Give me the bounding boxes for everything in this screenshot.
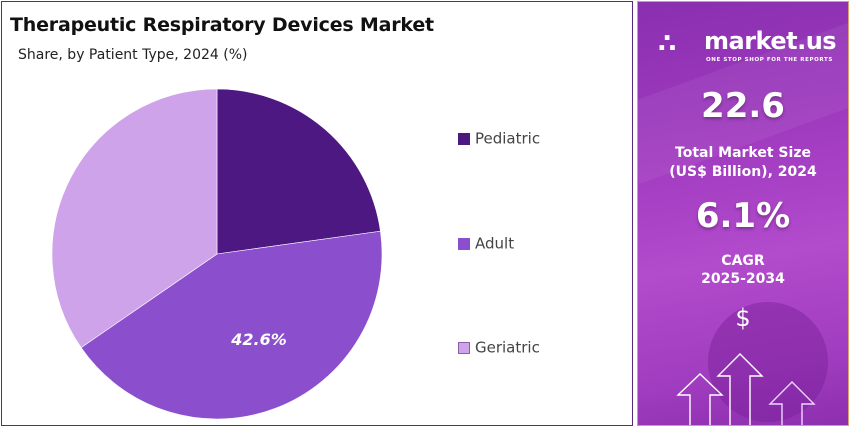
dollar-icon: $ <box>735 304 751 332</box>
cagr-label-line2: 2025-2034 <box>701 271 785 287</box>
pie-slice-pediatric <box>216 88 381 255</box>
legend-item-pediatric: Pediatric <box>458 128 540 148</box>
cagr-value: 6.1% <box>695 196 791 236</box>
legend-swatch-geriatric <box>458 341 470 354</box>
market-size-value: 22.6 <box>701 86 785 126</box>
legend-item-geriatric: Geriatric <box>458 337 540 357</box>
brand-tagline: ONE STOP SHOP FOR THE REPORTS <box>706 57 833 63</box>
legend-swatch-pediatric <box>458 132 470 145</box>
adult-slice-label: 42.6% <box>230 330 287 349</box>
pie-slice-adult <box>80 230 383 420</box>
growth-arrows-icon <box>676 353 816 425</box>
market-size-label-line2: (US$ Billion), 2024 <box>669 164 817 180</box>
summary-sidebar: ∴ market.us ONE STOP SHOP FOR THE REPORT… <box>637 1 849 426</box>
legend-swatch-adult <box>458 237 470 250</box>
background-decoration <box>708 302 828 422</box>
brand-logo: ∴ market.us ONE STOP SHOP FOR THE REPORT… <box>658 27 837 67</box>
chart-title: Therapeutic Respiratory Devices Market <box>10 14 434 36</box>
market-size-label-line1: Total Market Size <box>675 145 811 161</box>
legend-item-adult: Adult <box>458 233 514 253</box>
pie-slice-geriatric <box>51 88 218 349</box>
brand-name: market.us <box>704 27 837 55</box>
logo-icon: ∴ <box>658 29 677 59</box>
chart-panel: Therapeutic Respiratory Devices Market S… <box>1 1 633 426</box>
cagr-label-line1: CAGR <box>721 253 765 269</box>
chart-subtitle: Share, by Patient Type, 2024 (%) <box>18 47 248 63</box>
pie-chart: 42.6% <box>51 88 383 420</box>
